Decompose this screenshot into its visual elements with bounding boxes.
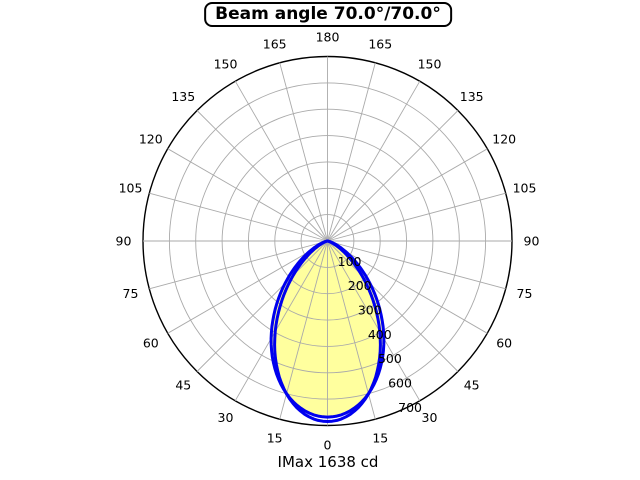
angle-label: 165 (263, 36, 287, 51)
angle-label: 75 (517, 286, 533, 301)
angle-label: 180 (316, 29, 340, 44)
radial-label: 700 (398, 400, 422, 415)
radial-label: 200 (348, 278, 372, 293)
grid-spoke (327, 110, 459, 242)
grid-spoke (327, 240, 421, 402)
grid-spoke (279, 62, 328, 242)
imax-label: IMax 1638 cd (277, 453, 379, 471)
grid-spoke (327, 192, 506, 242)
angle-label: 75 (123, 286, 139, 301)
angle-label: 150 (418, 57, 442, 72)
radial-label: 600 (388, 376, 412, 391)
grid-spoke (327, 240, 488, 334)
grid-spoke (327, 240, 376, 420)
angle-label: 120 (139, 131, 163, 146)
angle-label: 30 (218, 410, 234, 425)
angle-label: 60 (496, 335, 512, 350)
angle-label: 15 (372, 430, 388, 445)
grid-spoke (327, 240, 459, 372)
beam-curve-c0-c180 (269, 239, 386, 419)
angle-label: 150 (214, 57, 238, 72)
grid-spoke (196, 240, 328, 372)
grid-spoke (327, 80, 421, 242)
angle-label: 15 (267, 430, 283, 445)
angle-label: 105 (119, 181, 143, 196)
angle-label: 0 (324, 437, 332, 452)
grid-spoke (234, 80, 328, 242)
angle-label: 120 (492, 131, 516, 146)
angle-label: 105 (513, 181, 537, 196)
angle-label: 135 (460, 89, 484, 104)
angle-label: 165 (368, 36, 392, 51)
radial-label: 500 (378, 351, 402, 366)
chart-title: Beam angle 70.0°/70.0° (204, 2, 452, 27)
angle-label: 45 (175, 378, 191, 393)
angle-label: 45 (464, 378, 480, 393)
grid-spoke (327, 62, 376, 242)
angle-label: 135 (171, 89, 195, 104)
grid-spoke (167, 240, 328, 334)
angle-label: 30 (422, 410, 438, 425)
grid-spoke (234, 240, 328, 402)
angle-label: 90 (524, 233, 540, 248)
grid-spoke (149, 240, 328, 290)
grid-spoke (167, 148, 328, 242)
radial-label: 100 (338, 254, 362, 269)
grid-spoke (327, 148, 488, 242)
angle-label: 60 (143, 335, 159, 350)
grid-spoke (279, 240, 328, 420)
radial-label: 300 (358, 303, 382, 318)
grid-spoke (149, 192, 328, 242)
grid-spoke (327, 240, 506, 290)
grid-spoke (196, 110, 328, 242)
radial-label: 400 (368, 327, 392, 342)
angle-label: 90 (116, 233, 132, 248)
